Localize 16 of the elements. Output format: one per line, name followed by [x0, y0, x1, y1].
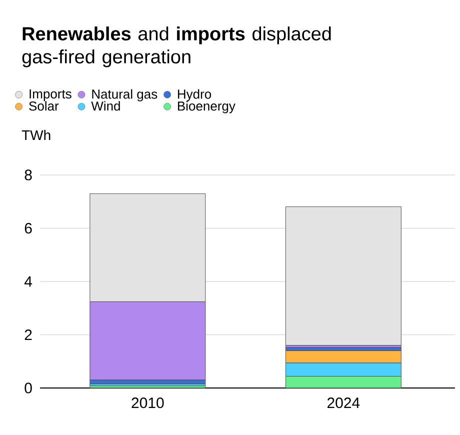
- x-tick-label: 2010: [132, 398, 164, 408]
- legend-label: Bioenergy: [178, 101, 236, 114]
- legend-label: Solar: [29, 101, 59, 111]
- y-tick-label: 4: [24, 276, 32, 287]
- bar: [285, 206, 402, 346]
- legend-label: Imports: [30, 89, 72, 102]
- y-tick-label: 8: [24, 170, 32, 180]
- y-tick-label: 0: [24, 382, 32, 394]
- legend-label: Hydro: [178, 89, 212, 102]
- y-tick-label: 2: [24, 330, 32, 340]
- legend-label: Natural gas: [92, 89, 158, 102]
- chart-title: Renewables and imports displaced gas-fired generation: [22, 26, 331, 68]
- x-tick-label: 2024: [327, 398, 360, 408]
- legend-label: Wind: [91, 101, 120, 111]
- y-axis-title: TWh: [22, 130, 50, 140]
- y-tick-label: 6: [24, 222, 32, 234]
